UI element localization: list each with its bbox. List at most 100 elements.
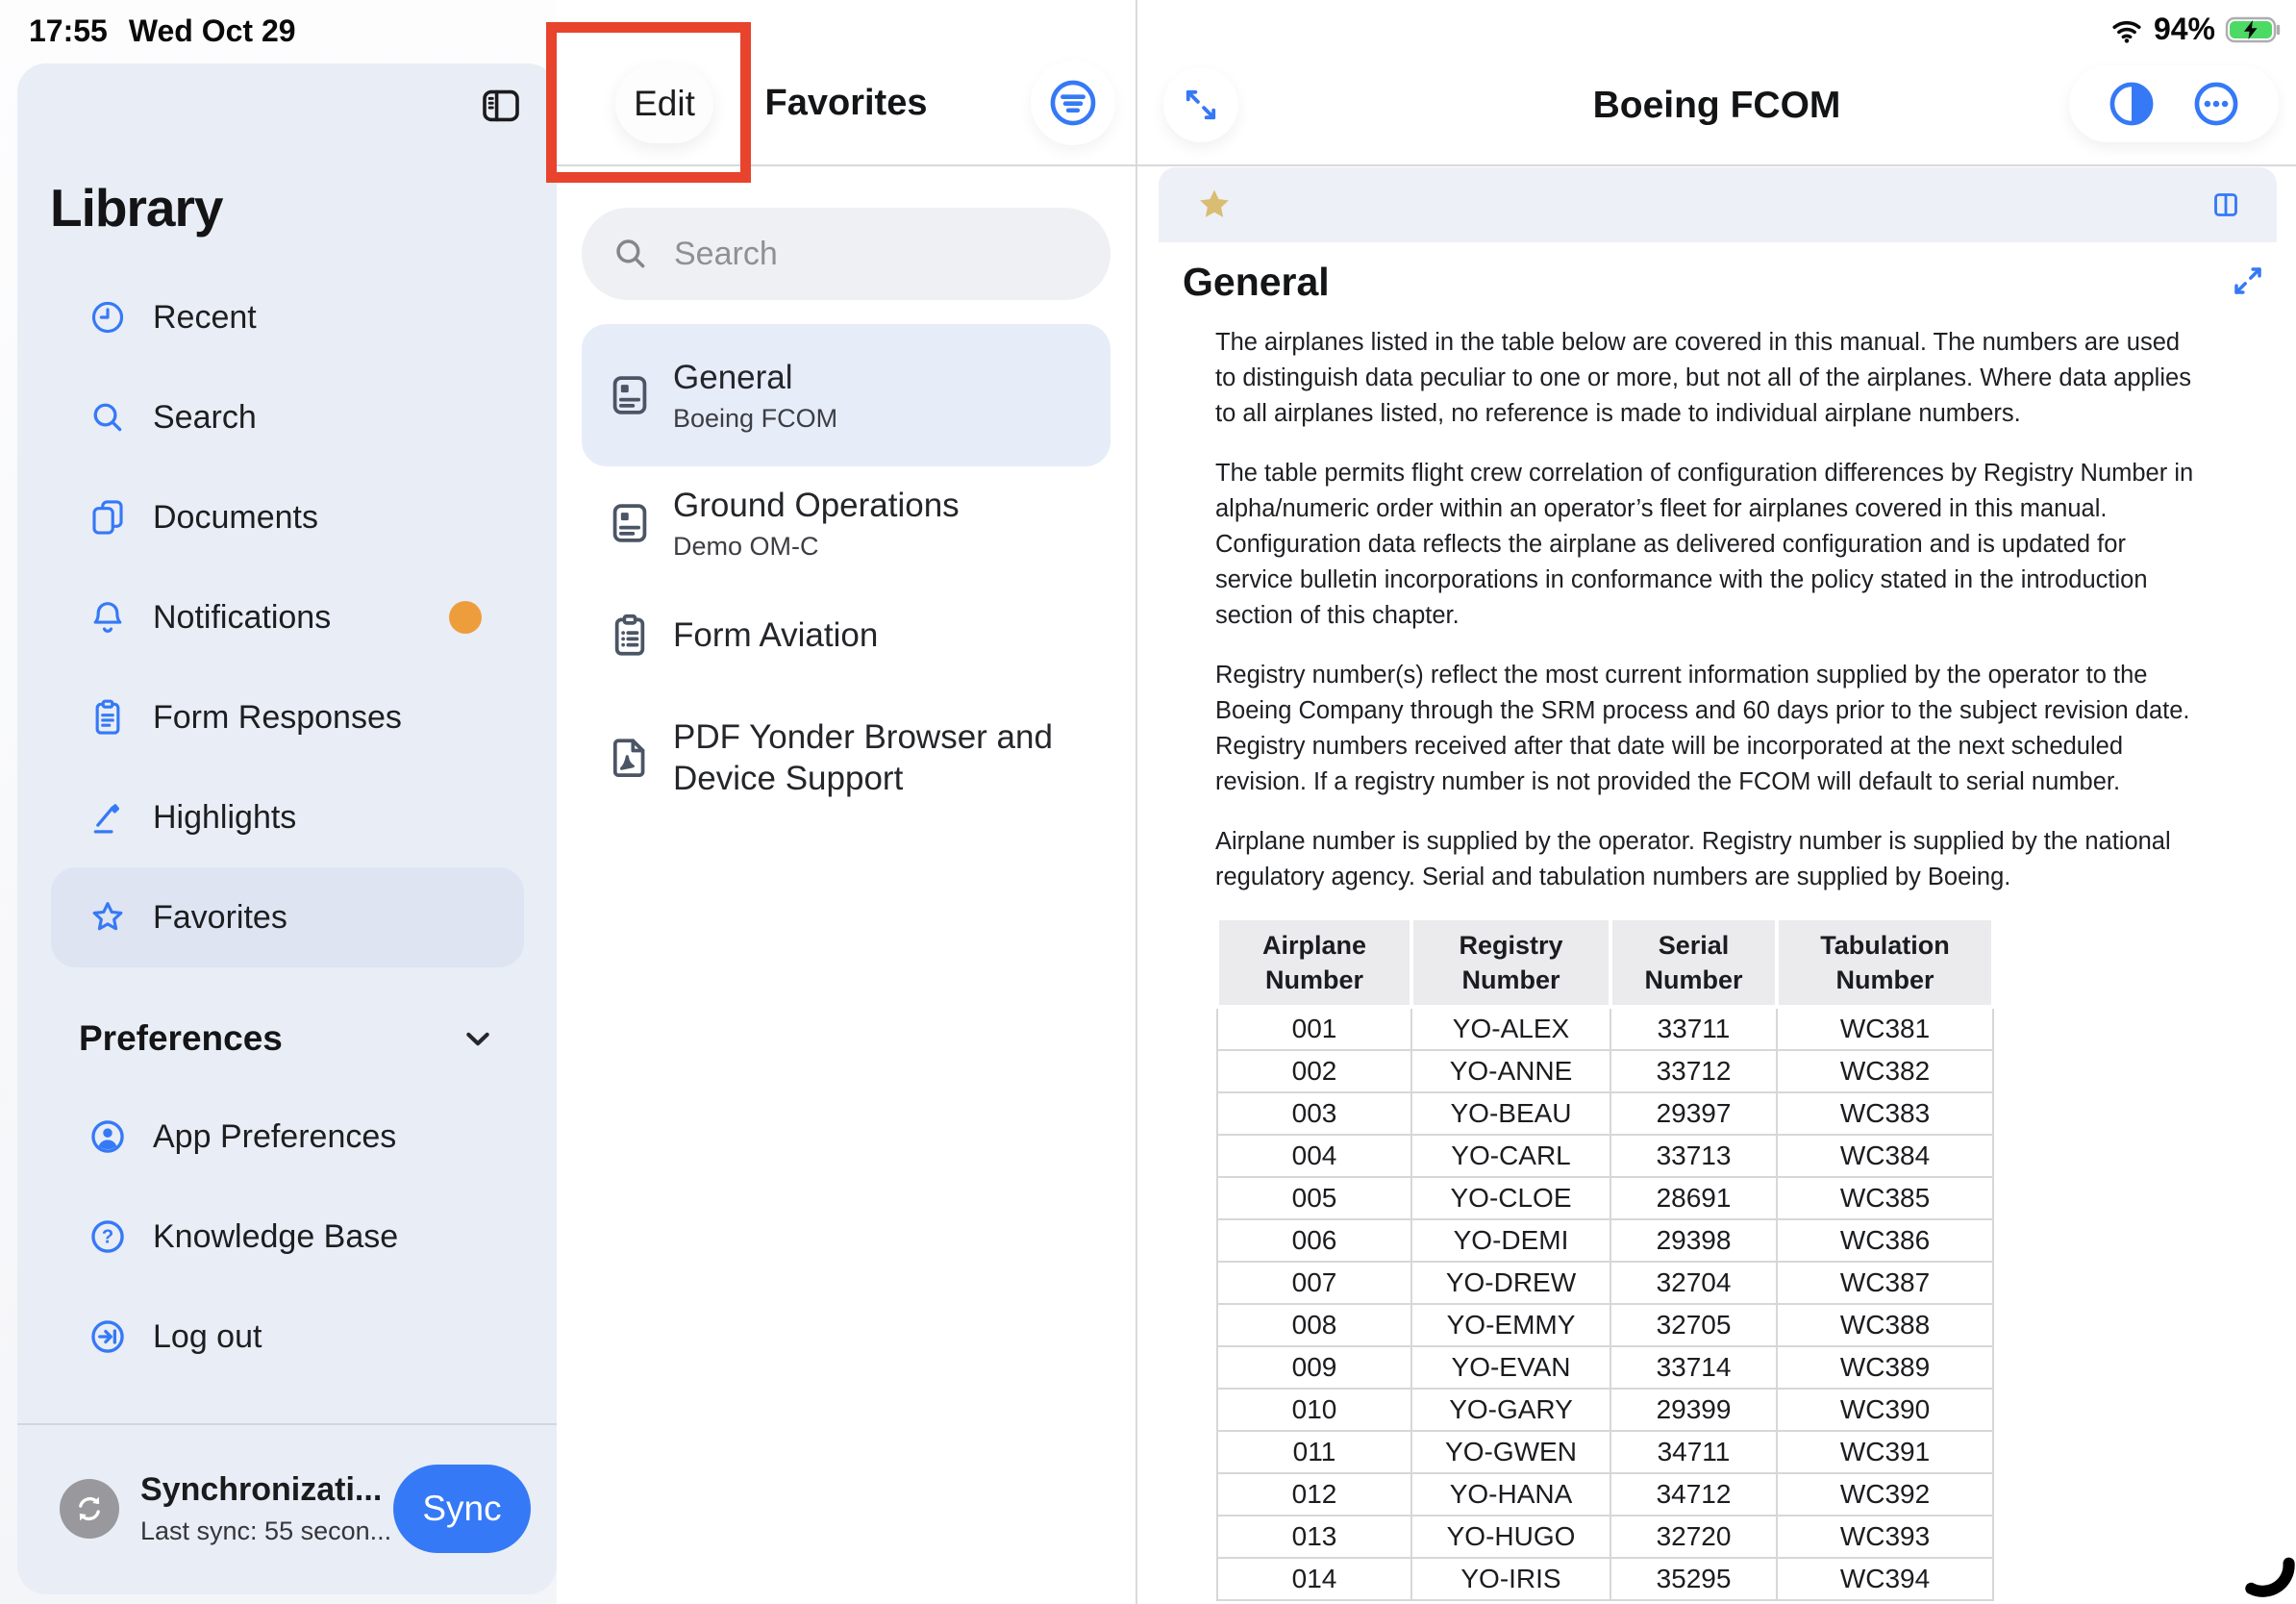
table-cell: YO-IRIS [1410, 1557, 1611, 1601]
table-row: 005 YO-CLOE 28691 WC385 [1216, 1176, 1994, 1220]
logout-circle-icon [87, 1316, 128, 1357]
clipboard-icon [87, 697, 128, 738]
more-options-icon[interactable] [2189, 77, 2243, 131]
sync-status-circle [60, 1479, 119, 1539]
table-row: 008 YO-EMMY 32705 WC388 [1216, 1303, 1994, 1347]
document-paragraph: Registry number(s) reflect the most curr… [1215, 662, 2190, 795]
status-bar-right: 94% [2109, 12, 2286, 47]
list-item-subtitle: Demo OM-C [673, 532, 819, 562]
table-cell: YO-HANA [1410, 1472, 1611, 1516]
favorites-list-item-pdf-yonder-browser-and-device-support[interactable]: PDF Yonder Browser and Device Support [582, 693, 1111, 822]
table-cell: WC386 [1776, 1218, 1994, 1263]
two-column-view-icon[interactable] [2209, 188, 2242, 221]
table-cell: 33714 [1610, 1345, 1778, 1390]
table-row: 013 YO-HUGO 32720 WC393 [1216, 1515, 1994, 1559]
status-time: 17:55 [29, 13, 108, 48]
table-cell: WC388 [1776, 1303, 1994, 1347]
table-row: 003 YO-BEAU 29397 WC383 [1216, 1091, 1994, 1136]
sidebar-item-label: Knowledge Base [153, 1217, 399, 1255]
preferences-items: App Preferences? Knowledge Base Log out [51, 1087, 524, 1387]
sidebar-item-documents[interactable]: Documents [51, 467, 524, 567]
table-cell: 29398 [1610, 1218, 1778, 1263]
table-row: 011 YO-GWEN 34711 WC391 [1216, 1430, 1994, 1474]
list-item-texts: General Boeing FCOM [673, 357, 837, 434]
table-cell: 008 [1216, 1303, 1412, 1347]
document-paragraph: The airplanes listed in the table below … [1215, 329, 2191, 427]
document-paragraph: Airplane number is supplied by the opera… [1215, 828, 2171, 890]
table-cell: WC391 [1776, 1430, 1994, 1474]
star-icon [87, 897, 128, 938]
edit-button[interactable]: Edit [615, 64, 713, 143]
favorites-list-item-ground-operations[interactable]: Ground Operations Demo OM-C [582, 466, 1111, 580]
table-cell: YO-EVAN [1410, 1345, 1611, 1390]
filter-button[interactable] [1031, 61, 1115, 145]
table-cell: 33712 [1610, 1049, 1778, 1093]
preferences-label: Preferences [79, 1018, 283, 1058]
sidebar-item-highlights[interactable]: Highlights [51, 767, 524, 867]
table-row: 014 YO-IRIS 35295 WC394 [1216, 1557, 1994, 1601]
table-cell: WC394 [1776, 1557, 1994, 1601]
sync-status-title: Synchronizati... [140, 1471, 383, 1508]
sidebar-item-favorites[interactable]: Favorites [51, 867, 524, 967]
table-cell: YO-HUGO [1410, 1515, 1611, 1559]
sidebar-item-label: Favorites [153, 898, 287, 936]
list-item-texts: Ground Operations Demo OM-C [673, 485, 960, 562]
expand-panel-button[interactable] [1163, 67, 1238, 142]
table-row: 006 YO-DEMI 29398 WC386 [1216, 1218, 1994, 1263]
search-icon [87, 397, 128, 438]
table-cell: 011 [1216, 1430, 1412, 1474]
sidebar-item-label: Form Responses [153, 698, 402, 736]
wifi-icon [2109, 13, 2144, 47]
sidebar-item-search[interactable]: Search [51, 367, 524, 467]
sidebar-item-knowledge-base[interactable]: ? Knowledge Base [51, 1187, 524, 1287]
favorites-list-item-general[interactable]: General Boeing FCOM [582, 324, 1111, 466]
sidebar-item-app-preferences[interactable]: App Preferences [51, 1087, 524, 1187]
sidebar-title: Library [50, 178, 223, 238]
section-expand-icon[interactable] [2229, 262, 2267, 300]
favorite-star-icon[interactable] [1193, 184, 1235, 226]
sidebar-item-form-responses[interactable]: Form Responses [51, 667, 524, 767]
sidebar-nav: Recent Search Documents Notifications Form R… [51, 267, 524, 967]
clock-icon [87, 297, 128, 338]
document-paragraph: The table permits flight crew correlatio… [1215, 460, 2194, 629]
table-cell: 34712 [1610, 1472, 1778, 1516]
table-cell: 33713 [1610, 1134, 1778, 1178]
appearance-contrast-icon[interactable] [2105, 77, 2159, 131]
table-cell: 009 [1216, 1345, 1412, 1390]
sidebar-item-label: Log out [153, 1317, 262, 1355]
list-item-texts: PDF Yonder Browser and Device Support [673, 716, 1091, 800]
table-cell: 28691 [1610, 1176, 1778, 1220]
sidebar-item-label: Notifications [153, 598, 332, 636]
table-cell: 012 [1216, 1472, 1412, 1516]
table-cell: YO-EMMY [1410, 1303, 1611, 1347]
sidebar-toggle-icon[interactable] [478, 83, 524, 129]
filter-icon [1045, 75, 1101, 131]
chevron-down-icon[interactable] [459, 1019, 497, 1058]
preferences-header[interactable]: Preferences [79, 1000, 524, 1077]
pdf-file-icon [606, 734, 654, 782]
person-circle-icon [87, 1116, 128, 1157]
table-cell: YO-GARY [1410, 1388, 1611, 1432]
table-row: 004 YO-CARL 33713 WC384 [1216, 1134, 1994, 1178]
search-input[interactable] [672, 234, 1082, 274]
table-cell: 004 [1216, 1134, 1412, 1178]
favorites-list-item-form-aviation[interactable]: Form Aviation [582, 595, 1111, 676]
table-row: 002 YO-ANNE 33712 WC382 [1216, 1049, 1994, 1093]
table-row: 010 YO-GARY 29399 WC390 [1216, 1388, 1994, 1432]
sidebar-item-recent[interactable]: Recent [51, 267, 524, 367]
sync-button[interactable]: Sync [393, 1465, 531, 1553]
table-cell: WC381 [1776, 1006, 1994, 1051]
table-cell: WC387 [1776, 1261, 1994, 1305]
sidebar-item-notifications[interactable]: Notifications [51, 567, 524, 667]
favorites-list: General Boeing FCOM Ground Operations Demo … [582, 324, 1111, 822]
table-header-cell: Registry Number [1410, 916, 1612, 1009]
table-cell: 29397 [1610, 1091, 1778, 1136]
library-sidebar: Library Recent Search Documents Notificatio… [17, 63, 557, 1594]
document-header-actions [2069, 65, 2279, 142]
sidebar-item-log-out[interactable]: Log out [51, 1287, 524, 1387]
sidebar-divider [17, 1423, 557, 1425]
table-cell: YO-DEMI [1410, 1218, 1611, 1263]
table-cell: 003 [1216, 1091, 1412, 1136]
document-page-icon [606, 371, 654, 419]
table-header-cell: Serial Number [1609, 916, 1779, 1009]
